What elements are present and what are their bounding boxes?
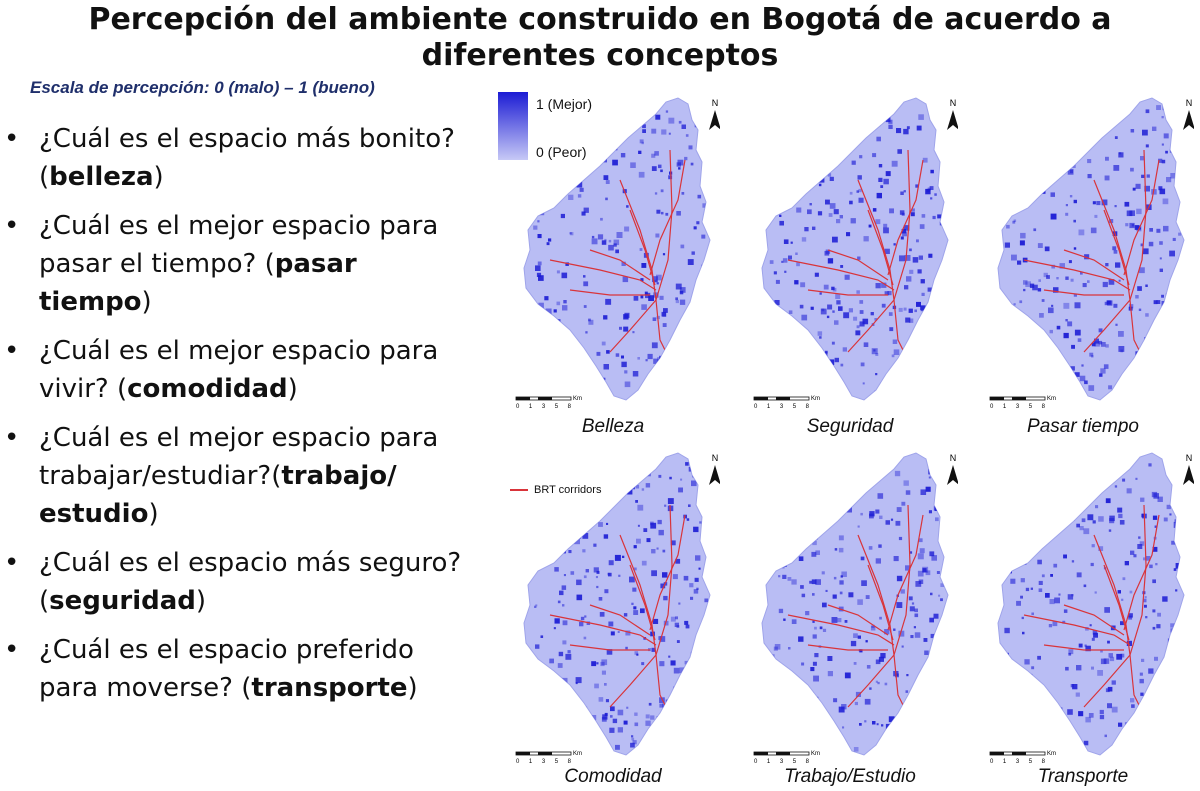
north-label: N <box>950 453 957 463</box>
question-item: ¿Cuál es el mejor espacio para trabajar/… <box>4 419 474 533</box>
question-list: ¿Cuál es el espacio más bonito? (belleza… <box>4 120 474 718</box>
caption-comodidad: Comodidad <box>564 766 662 787</box>
scale-ticks: 0 1 3 5 8 <box>516 759 572 765</box>
scale-ticks: 0 1 3 5 8 <box>990 759 1046 765</box>
scale-note: Escala de percepción: 0 (malo) – 1 (buen… <box>30 78 375 97</box>
scale-unit: Km <box>1047 751 1056 757</box>
scale-bar: 0 1 3 5 8Km <box>989 751 1056 765</box>
scale-unit: Km <box>811 396 820 402</box>
north-arrow-icon: N <box>709 453 720 485</box>
caption-transporte: Transporte <box>1037 766 1129 787</box>
caption-pasar-tiempo: Pasar tiempo <box>1027 416 1139 437</box>
scale-bar: 0 1 3 5 8Km <box>515 396 582 410</box>
scale-bar: 0 1 3 5 8Km <box>989 396 1056 410</box>
scale-unit: Km <box>573 751 582 757</box>
scale-unit: Km <box>1047 396 1056 402</box>
map-trabajo-estudio: N 0 1 3 5 8 Km <box>748 445 958 770</box>
north-label: N <box>1186 98 1193 108</box>
scale-unit: Km <box>811 751 820 757</box>
north-label: N <box>950 98 957 108</box>
caption-trabajo-estudio: Trabajo/Estudio <box>784 766 916 787</box>
north-label: N <box>712 453 719 463</box>
question-item: ¿Cuál es el espacio más bonito? (belleza… <box>4 120 474 196</box>
north-arrow-icon: N <box>1183 98 1194 130</box>
north-label: N <box>1186 453 1193 463</box>
scale-bar: 0 1 3 5 8Km <box>753 396 820 410</box>
north-arrow-icon: N <box>947 453 958 485</box>
question-item: ¿Cuál es el espacio preferido para mover… <box>4 631 474 707</box>
brt-legend-label: BRT corridors <box>534 484 602 496</box>
north-label: N <box>712 98 719 108</box>
map-belleza: N 0 1 3 5 8 Km <box>510 90 720 415</box>
scale-bar: 0 1 3 5 8Km <box>753 751 820 765</box>
map-transporte: N 0 1 3 5 8 Km <box>984 445 1194 770</box>
caption-belleza: Belleza <box>581 416 645 437</box>
map-comodidad: N 0 1 3 5 8 Km <box>510 445 720 770</box>
scale-unit: Km <box>573 396 582 402</box>
scale-ticks: 0 1 3 5 8 <box>990 404 1046 410</box>
north-arrow-icon: N <box>1183 453 1194 485</box>
map-pasar-tiempo: N 0 1 3 5 8 Km <box>984 90 1194 415</box>
page-title: Percepción del ambiente construido en Bo… <box>88 2 1112 73</box>
legend-low-label: 0 (Peor) <box>536 144 587 160</box>
scale-ticks: 0 1 3 5 8 <box>754 759 810 765</box>
north-arrow-icon: N <box>947 98 958 130</box>
scale-ticks: 0 1 3 5 8 <box>754 404 810 410</box>
question-item: ¿Cuál es el mejor espacio para vivir? (c… <box>4 332 474 408</box>
legend-high-label: 1 (Mejor) <box>536 96 593 112</box>
caption-seguridad: Seguridad <box>806 416 894 437</box>
brt-line-swatch <box>510 489 528 492</box>
scale-bar: 0 1 3 5 8Km <box>515 751 582 765</box>
map-seguridad: N 0 1 3 5 8 Km <box>748 90 958 415</box>
color-scale-legend <box>498 92 528 160</box>
brt-legend: BRT corridors <box>510 484 601 496</box>
question-item: ¿Cuál es el espacio más seguro? (segurid… <box>4 544 474 620</box>
scale-ticks: 0 1 3 5 8 <box>516 404 572 410</box>
question-item: ¿Cuál es el mejor espacio para pasar el … <box>4 207 474 321</box>
north-arrow-icon: N <box>709 98 720 130</box>
